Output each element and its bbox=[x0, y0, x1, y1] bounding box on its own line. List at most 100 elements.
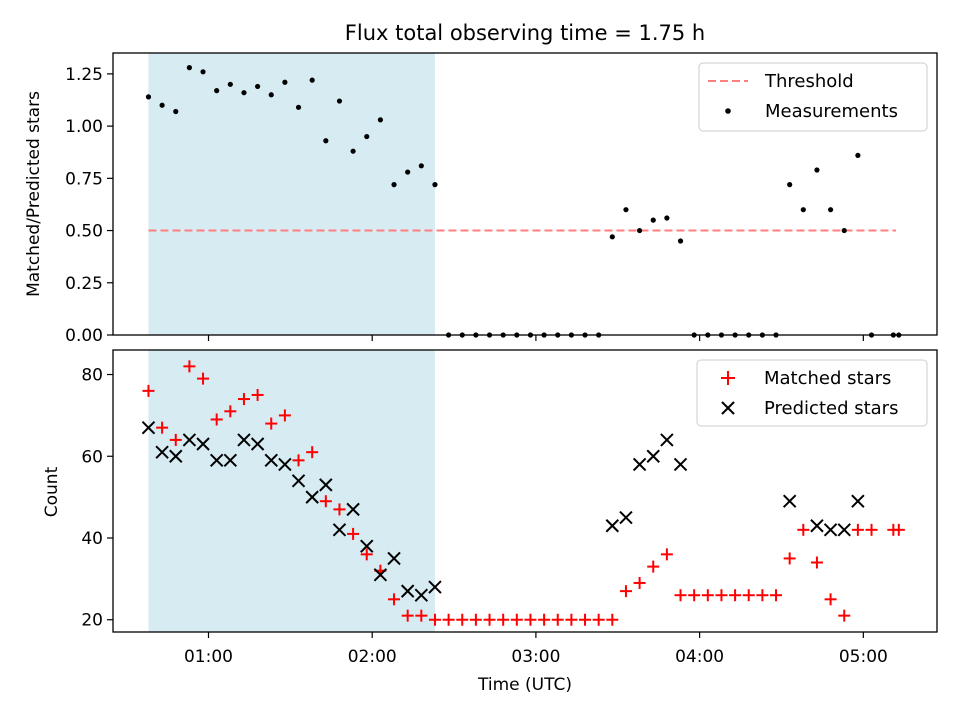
measurement-point bbox=[650, 217, 656, 223]
matched-point bbox=[824, 593, 837, 606]
xtick-label: 03:00 bbox=[511, 647, 560, 667]
ratio-ytick-label: 1.00 bbox=[65, 117, 103, 137]
measurement-point bbox=[377, 117, 383, 123]
ratio-ytick-label: 0.25 bbox=[65, 274, 103, 294]
count-panel: 20 40 60 80 Count Matched stars Predicted s… bbox=[42, 349, 938, 633]
matched-point bbox=[606, 613, 619, 626]
measurement-point bbox=[268, 92, 274, 98]
measurement-point bbox=[855, 152, 861, 158]
measurement-point bbox=[241, 90, 247, 96]
matched-point bbox=[701, 589, 714, 602]
series-predicted-stars bbox=[141, 420, 865, 602]
count-highlight-span bbox=[148, 350, 435, 632]
matched-point bbox=[551, 613, 564, 626]
matched-point bbox=[210, 413, 223, 426]
predicted-point bbox=[237, 433, 251, 447]
predicted-point bbox=[346, 502, 360, 517]
count-plot-frame bbox=[112, 349, 938, 633]
matched-point bbox=[592, 613, 605, 626]
measurement-point bbox=[186, 65, 192, 71]
predicted-point bbox=[851, 494, 865, 508]
measurement-point bbox=[227, 81, 233, 87]
matched-point bbox=[415, 609, 428, 622]
ratio-ylabel: Matched/Predicted stars bbox=[24, 91, 44, 297]
matched-point bbox=[756, 589, 769, 602]
ratio-highlight-span bbox=[148, 53, 435, 335]
measurement-point bbox=[814, 167, 820, 173]
predicted-point bbox=[155, 445, 169, 459]
x-axis-label: Time (UTC) bbox=[477, 675, 572, 695]
measurement-point bbox=[295, 104, 302, 110]
measurement-point bbox=[145, 94, 152, 100]
matched-point bbox=[770, 589, 783, 602]
count-ylabel: Count bbox=[42, 466, 62, 517]
predicted-point bbox=[360, 539, 374, 553]
predicted-point bbox=[319, 478, 333, 492]
measurement-point bbox=[336, 98, 343, 104]
xtick-label: 04:00 bbox=[675, 647, 724, 667]
series-matched-stars bbox=[142, 360, 905, 626]
matched-point bbox=[742, 589, 755, 602]
matched-point bbox=[838, 609, 851, 622]
measurement-point bbox=[173, 108, 179, 115]
matched-point bbox=[892, 523, 905, 536]
measurement-point bbox=[609, 234, 615, 240]
measurement-point bbox=[405, 169, 411, 175]
predicted-point bbox=[810, 519, 824, 533]
matched-point bbox=[538, 613, 551, 626]
matched-point bbox=[360, 548, 373, 561]
matched-point bbox=[319, 495, 332, 508]
matched-point bbox=[865, 523, 878, 536]
matched-point bbox=[388, 593, 401, 606]
matched-point bbox=[428, 613, 441, 626]
predicted-point bbox=[250, 437, 265, 451]
measurement-point bbox=[418, 163, 424, 169]
matched-point bbox=[810, 556, 823, 569]
ratio-legend-box bbox=[698, 62, 928, 132]
matched-point bbox=[524, 613, 537, 626]
predicted-point bbox=[414, 588, 429, 602]
matched-point bbox=[306, 446, 319, 459]
matched-point bbox=[183, 360, 196, 373]
measurement-point bbox=[323, 138, 329, 144]
matched-point bbox=[674, 589, 687, 602]
predicted-point bbox=[400, 584, 415, 598]
count-ytick-label: 80 bbox=[81, 366, 103, 386]
matched-point bbox=[660, 548, 673, 561]
ratio-ytick-label: 0.50 bbox=[65, 222, 103, 242]
legend-measurements-swatch bbox=[725, 108, 731, 114]
measurement-point bbox=[432, 182, 438, 188]
matched-point bbox=[156, 421, 169, 434]
predicted-point bbox=[373, 568, 388, 582]
measurement-point bbox=[391, 182, 397, 188]
matched-point bbox=[783, 552, 796, 565]
predicted-point bbox=[141, 420, 156, 435]
matched-point bbox=[169, 433, 182, 446]
matched-point bbox=[278, 409, 291, 422]
legend-predicted-swatch bbox=[721, 401, 735, 415]
measurement-point bbox=[677, 238, 684, 244]
matched-point bbox=[347, 527, 360, 540]
matched-point bbox=[333, 503, 346, 516]
matched-point bbox=[401, 609, 414, 622]
ratio-plot-frame bbox=[112, 52, 938, 336]
predicted-point bbox=[619, 510, 633, 525]
predicted-point bbox=[305, 490, 319, 504]
measurement-point bbox=[309, 77, 315, 83]
matched-point bbox=[565, 613, 578, 626]
predicted-point bbox=[196, 437, 210, 451]
ratio-ytick-label: 1.25 bbox=[65, 65, 103, 85]
matched-point bbox=[224, 405, 237, 418]
count-ytick-label: 20 bbox=[81, 611, 103, 631]
ratio-legend: Threshold Measurements bbox=[698, 62, 928, 132]
predicted-point bbox=[291, 474, 306, 488]
measurement-point bbox=[787, 182, 793, 188]
legend-threshold-label: Threshold bbox=[764, 71, 854, 92]
matched-point bbox=[619, 585, 632, 598]
predicted-point bbox=[223, 453, 238, 468]
matched-point bbox=[688, 589, 701, 602]
measurement-point bbox=[841, 227, 847, 234]
measurement-point bbox=[255, 83, 261, 90]
matched-point bbox=[579, 613, 592, 626]
